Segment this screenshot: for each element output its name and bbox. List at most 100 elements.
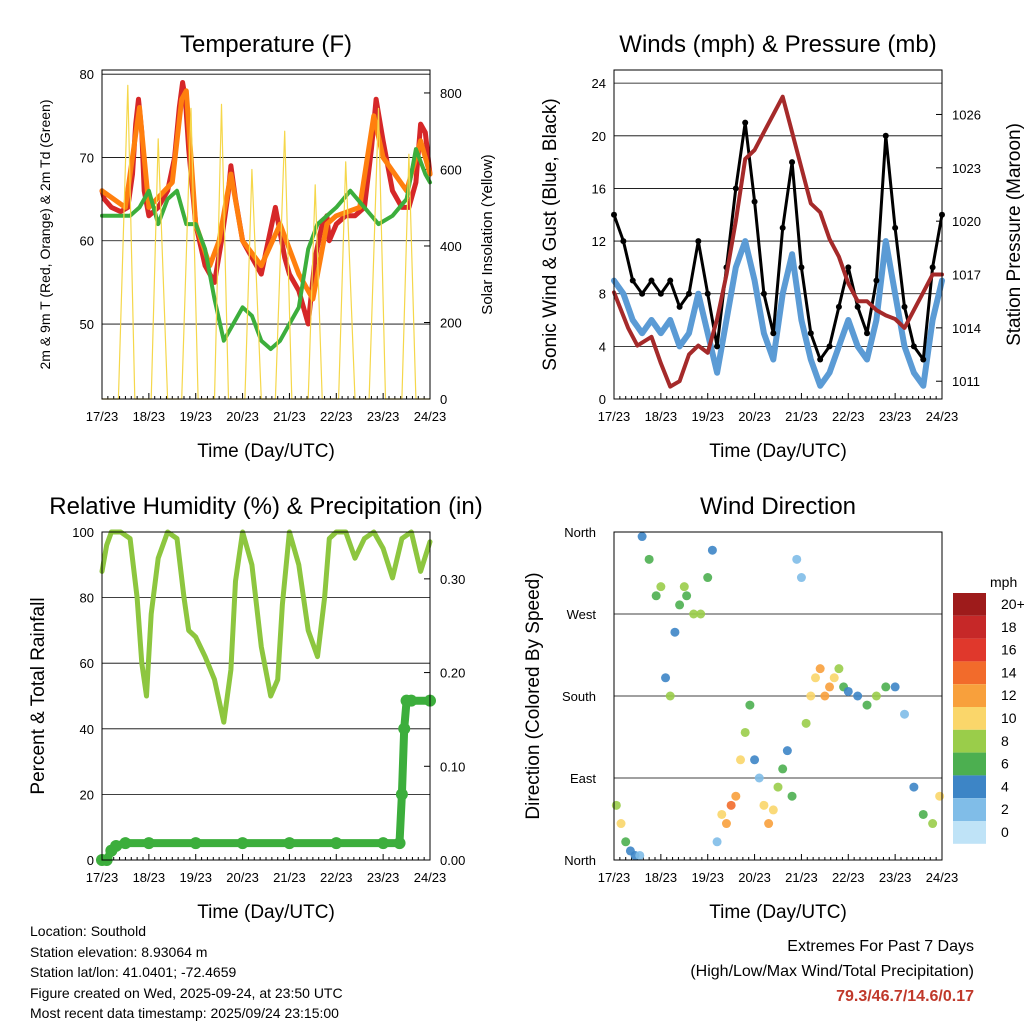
precip-point	[283, 837, 296, 850]
gust-point	[695, 238, 702, 245]
y-axis-label: Percent & Total Rainfall	[28, 597, 49, 794]
y-tick-label: 0	[599, 392, 606, 407]
precip-point	[330, 837, 343, 850]
direction-point	[665, 691, 675, 701]
direction-point	[862, 700, 872, 710]
direction-point	[806, 691, 816, 701]
direction-panel: Wind Direction Time (Day/UTC) 17/23 18/23 19…	[523, 493, 958, 923]
created-text: Figure created on Wed, 2025-09-24, at 23…	[30, 984, 343, 1001]
gust-point	[704, 290, 711, 297]
y-tick-label: 80	[80, 67, 94, 82]
direction-point	[679, 582, 689, 592]
winds-title: Winds (mph) & Pressure (mb)	[619, 31, 936, 58]
gust-point	[676, 303, 683, 310]
plot-border	[101, 531, 431, 861]
precip-point	[395, 788, 408, 801]
y-axis-label: Sonic Wind & Gust (Blue, Black)	[540, 98, 561, 370]
direction-point	[656, 582, 666, 592]
direction-point	[726, 800, 736, 810]
plot-border	[613, 69, 943, 400]
legend-swatch	[953, 798, 986, 821]
gust-point	[845, 264, 852, 271]
winds-xlabel: Time (Day/UTC)	[709, 441, 847, 462]
gust-point	[760, 290, 767, 297]
y-tick-label: 0	[87, 853, 94, 868]
station-info: Location: Southold Station elevation: 8.…	[30, 921, 343, 1024]
legend-swatch	[953, 593, 986, 616]
direction-point	[815, 664, 825, 674]
gust-point	[807, 330, 814, 337]
direction-point	[871, 691, 881, 701]
precip-point	[398, 722, 411, 735]
legend-swatch	[953, 775, 986, 799]
y-tick-label: 8	[599, 287, 606, 302]
legend-label: 6	[1001, 756, 1009, 772]
direction-point	[696, 609, 706, 619]
x-tick-label: 22/23	[832, 409, 865, 424]
y-axis-label: Direction (Colored By Speed)	[523, 572, 544, 819]
plot-border	[613, 531, 943, 861]
gust-point	[732, 185, 739, 192]
y-right-tick-label: 0.10	[440, 759, 465, 774]
series-9m-t	[99, 88, 433, 302]
precip-point	[377, 837, 390, 850]
series-station-pressure	[612, 94, 944, 389]
winds-panel: Winds (mph) & Pressure (mb) Time (Day/UTC…	[540, 31, 1024, 462]
direction-point	[703, 573, 713, 583]
x-tick-label: 24/23	[414, 870, 447, 885]
direction-point	[900, 709, 910, 719]
direction-point	[754, 773, 764, 783]
recent-timestamp-text: Most recent data timestamp: 2025/09/24 2…	[30, 1005, 339, 1021]
direction-point	[712, 837, 722, 847]
y-right-tick-label: 0.00	[440, 853, 465, 868]
direction-point	[745, 700, 755, 710]
direction-point	[750, 755, 760, 765]
direction-point	[782, 746, 792, 756]
y-tick-label: 16	[592, 181, 606, 196]
y-tick-label: 40	[80, 722, 94, 737]
y-right-tick-label: 600	[440, 162, 462, 177]
direction-point	[731, 791, 741, 801]
direction-point	[890, 682, 900, 692]
x-tick-label: 17/23	[598, 409, 631, 424]
direction-point	[740, 727, 750, 737]
y-right-tick-label: 1014	[952, 321, 981, 336]
series-total-precipitation	[98, 696, 434, 864]
y-right-tick-label: 0.20	[440, 666, 465, 681]
precip-point	[119, 837, 132, 850]
y-tick-label: 20	[592, 129, 606, 144]
legend-label: 0	[1001, 824, 1009, 840]
precip-point	[142, 837, 155, 850]
y-axis-label: 2m & 9m T (Red, Orange) & 2m Td (Green)	[37, 100, 53, 370]
direction-point	[843, 686, 853, 696]
y-right-axis-label: Station Pressure (Maroon)	[1004, 123, 1024, 346]
x-tick-label: 23/23	[879, 409, 912, 424]
gust-point	[657, 290, 664, 297]
gust-point	[826, 343, 833, 350]
direction-point	[801, 718, 811, 728]
latlon-text: Station lat/lon: 41.0401; -72.4659	[30, 964, 237, 980]
direction-point	[736, 755, 746, 765]
x-tick-label: 23/23	[367, 409, 400, 424]
x-tick-label: 24/23	[414, 409, 447, 424]
x-tick-label: 18/23	[645, 870, 678, 885]
x-tick-label: 20/23	[738, 409, 771, 424]
gust-point	[929, 264, 936, 271]
y-right-tick-label: 1026	[952, 107, 981, 122]
direction-point	[682, 591, 692, 601]
legend-label: 14	[1001, 664, 1017, 680]
y-tick-label: 60	[80, 656, 94, 671]
extremes-values: 79.3/46.7/14.6/0.17	[836, 988, 974, 1005]
x-tick-label: 24/23	[926, 409, 959, 424]
y-right-axis-label: Solar Insolation (Yellow)	[479, 154, 496, 314]
direction-point	[768, 805, 778, 815]
x-tick-label: 21/23	[273, 409, 306, 424]
location-text: Location: Southold	[30, 923, 146, 939]
x-tick-label: 21/23	[785, 870, 818, 885]
y-right-tick-label: 1017	[952, 268, 981, 283]
y-tick-label: 70	[80, 150, 94, 165]
gust-point	[873, 277, 880, 284]
gust-point	[648, 277, 655, 284]
direction-point	[881, 682, 891, 692]
direction-point	[644, 554, 654, 564]
